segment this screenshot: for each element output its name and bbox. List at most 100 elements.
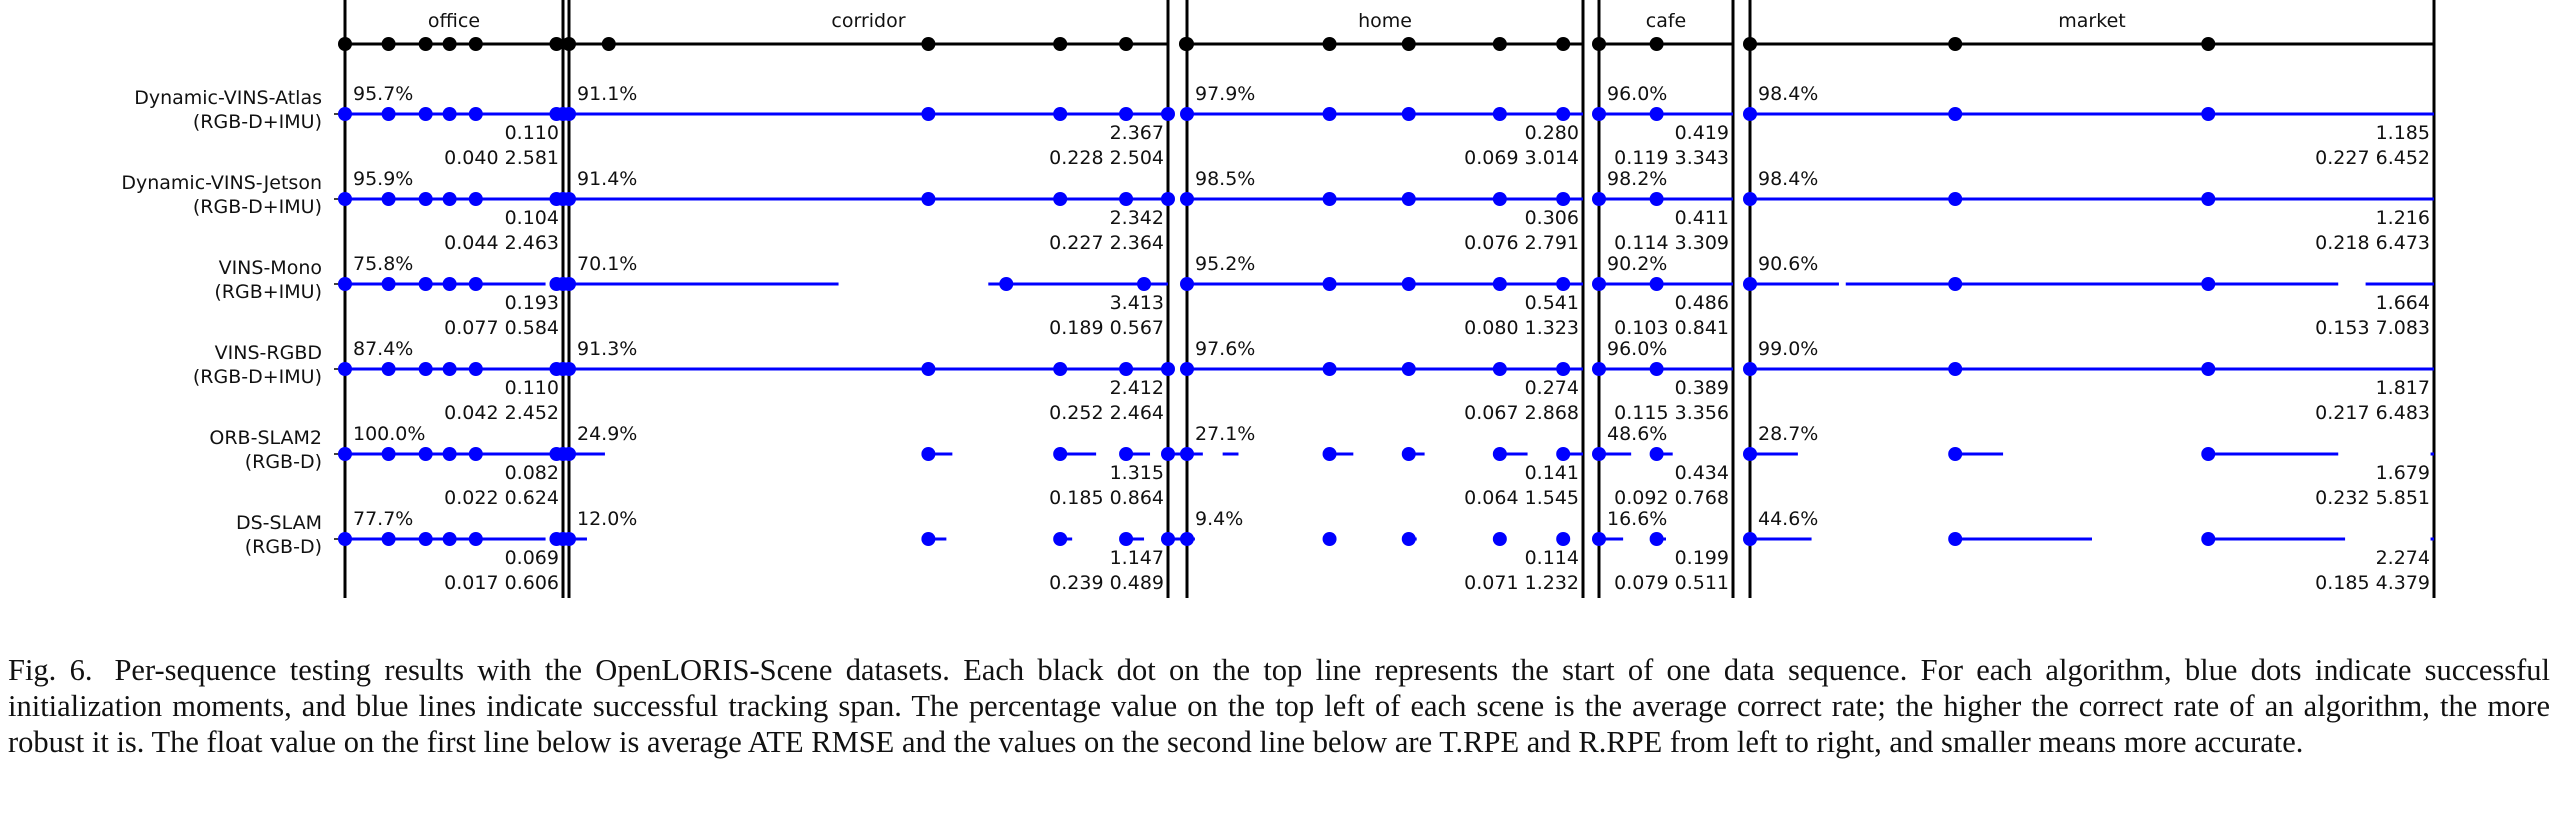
- scene-title: home: [1358, 10, 1412, 32]
- init-dot: [1322, 192, 1337, 206]
- sequence-start-dot: [1948, 37, 1963, 51]
- correct-rate-label: 44.6%: [1758, 508, 1818, 530]
- ate-rmse-label: 0.069: [505, 547, 559, 569]
- rpe-label: 0.076 2.791: [1464, 232, 1579, 254]
- init-dot: [381, 362, 396, 376]
- init-dot: [1649, 447, 1664, 461]
- init-dot: [338, 447, 352, 461]
- sequence-start-dot: [468, 37, 483, 51]
- init-dot: [381, 277, 396, 291]
- rpe-label: 0.103 0.841: [1614, 317, 1729, 339]
- ate-rmse-label: 1.216: [2376, 207, 2430, 229]
- init-dot: [1556, 447, 1571, 461]
- rpe-label: 0.228 2.504: [1049, 147, 1164, 169]
- init-dot: [2201, 192, 2216, 206]
- rpe-label: 0.119 3.343: [1614, 147, 1729, 169]
- init-dot: [468, 192, 483, 206]
- init-dot: [381, 532, 396, 546]
- rpe-label: 0.092 0.768: [1614, 487, 1729, 509]
- rpe-label: 0.042 2.452: [444, 402, 559, 424]
- init-dot: [442, 277, 457, 291]
- sequence-start-dot: [1119, 37, 1134, 51]
- ate-rmse-label: 0.274: [1525, 377, 1579, 399]
- rpe-label: 0.114 3.309: [1614, 232, 1729, 254]
- rpe-label: 0.069 3.014: [1464, 147, 1579, 169]
- init-dot: [468, 532, 483, 546]
- sequence-start-dot: [338, 37, 352, 51]
- init-dot: [1649, 362, 1664, 376]
- init-dot: [1401, 362, 1416, 376]
- ate-rmse-label: 2.412: [1110, 377, 1164, 399]
- correct-rate-label: 96.0%: [1607, 338, 1667, 360]
- init-dot: [1743, 192, 1757, 206]
- init-dot: [1492, 277, 1507, 291]
- sequence-start-dot: [562, 37, 576, 51]
- init-dot: [1948, 532, 1963, 546]
- ate-rmse-label: 0.193: [505, 292, 559, 314]
- init-dot: [1119, 192, 1134, 206]
- ate-rmse-label: 2.342: [1110, 207, 1164, 229]
- sequence-start-dot: [1180, 37, 1194, 51]
- init-dot: [562, 532, 576, 546]
- init-dot: [921, 107, 936, 121]
- init-dot: [1161, 447, 1175, 461]
- correct-rate-label: 91.4%: [577, 168, 637, 190]
- init-dot: [338, 532, 352, 546]
- scene-title: market: [2058, 10, 2125, 32]
- sequence-start-dot: [442, 37, 457, 51]
- init-dot: [1180, 192, 1194, 206]
- init-dot: [1948, 362, 1963, 376]
- sequence-start-dot: [1492, 37, 1507, 51]
- init-dot: [562, 362, 576, 376]
- init-dot: [1322, 277, 1337, 291]
- init-dot: [1322, 362, 1337, 376]
- init-dot: [1053, 107, 1068, 121]
- correct-rate-label: 90.6%: [1758, 253, 1818, 275]
- init-dot: [1492, 107, 1507, 121]
- algorithm-name: VINS-Mono: [219, 257, 322, 279]
- sequence-start-dot: [1556, 37, 1571, 51]
- correct-rate-label: 27.1%: [1195, 423, 1255, 445]
- init-dot: [1119, 362, 1134, 376]
- init-dot: [418, 192, 433, 206]
- sequence-start-dot: [1592, 37, 1606, 51]
- init-dot: [1649, 192, 1664, 206]
- init-dot: [2201, 362, 2216, 376]
- rpe-label: 0.185 0.864: [1049, 487, 1164, 509]
- init-dot: [1592, 192, 1606, 206]
- ate-rmse-label: 1.315: [1110, 462, 1164, 484]
- init-dot: [1743, 277, 1757, 291]
- init-dot: [1053, 192, 1068, 206]
- init-dot: [921, 532, 936, 546]
- sequence-start-dot: [381, 37, 396, 51]
- rpe-label: 0.217 6.483: [2315, 402, 2430, 424]
- init-dot: [1119, 447, 1134, 461]
- init-dot: [562, 107, 576, 121]
- init-dot: [1180, 107, 1194, 121]
- ate-rmse-label: 0.306: [1525, 207, 1579, 229]
- correct-rate-label: 70.1%: [577, 253, 637, 275]
- init-dot: [921, 447, 936, 461]
- rpe-label: 0.185 4.379: [2315, 572, 2430, 594]
- rpe-label: 0.227 2.364: [1049, 232, 1164, 254]
- init-dot: [1948, 107, 1963, 121]
- init-dot: [1592, 107, 1606, 121]
- init-dot: [442, 107, 457, 121]
- init-dot: [1137, 277, 1152, 291]
- rpe-label: 0.115 3.356: [1614, 402, 1729, 424]
- init-dot: [1556, 107, 1571, 121]
- caption-label: Fig. 6.: [8, 653, 93, 687]
- init-dot: [1161, 362, 1175, 376]
- init-dot: [1492, 447, 1507, 461]
- init-dot: [442, 192, 457, 206]
- init-dot: [1556, 362, 1571, 376]
- ate-rmse-label: 0.389: [1675, 377, 1729, 399]
- init-dot: [1401, 192, 1416, 206]
- init-dot: [1322, 532, 1337, 546]
- correct-rate-label: 75.8%: [353, 253, 413, 275]
- rpe-label: 0.232 5.851: [2315, 487, 2430, 509]
- ate-rmse-label: 0.110: [505, 377, 559, 399]
- rpe-label: 0.252 2.464: [1049, 402, 1164, 424]
- rpe-label: 0.071 1.232: [1464, 572, 1579, 594]
- init-dot: [1743, 107, 1757, 121]
